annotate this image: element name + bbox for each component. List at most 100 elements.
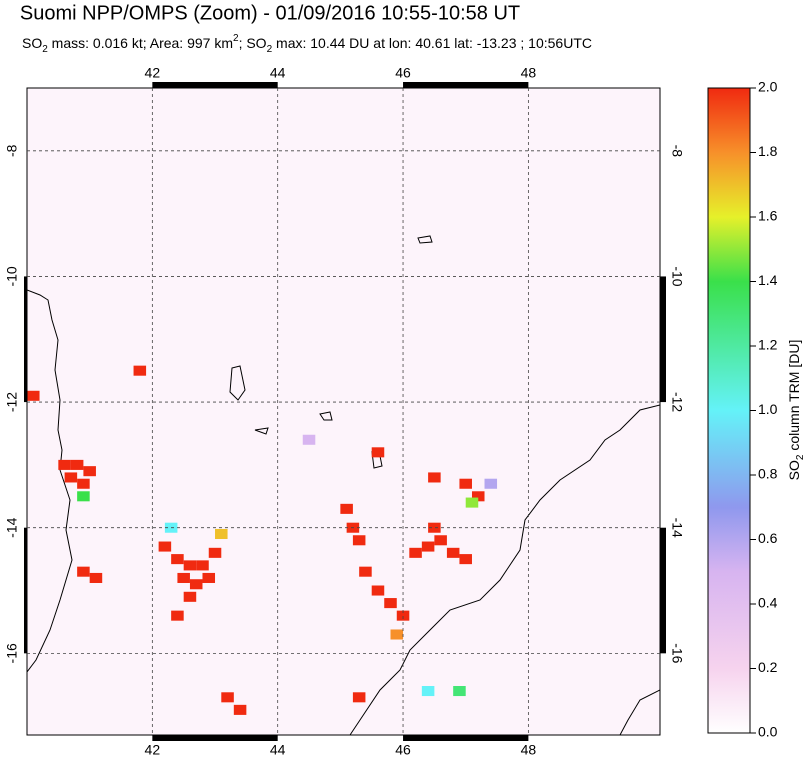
- y-tick-label: -16: [669, 643, 685, 663]
- text-part: 2: [233, 33, 239, 44]
- so2-pixel: [459, 478, 472, 489]
- x-tick-label: 42: [145, 65, 161, 81]
- x-tick-label: 44: [270, 65, 286, 81]
- so2-pixel: [133, 365, 147, 376]
- colorbar-tick-label: 0.2: [758, 659, 778, 675]
- x-tick-label: 48: [521, 742, 537, 758]
- x-tick-label: 42: [145, 742, 161, 758]
- so2-pixel: [421, 686, 435, 697]
- so2-pixel: [27, 390, 40, 401]
- colorbar-tick-label: 1.8: [758, 143, 778, 159]
- so2-pixel: [453, 686, 466, 697]
- so2-pixel: [77, 478, 90, 489]
- so2-pixel: [83, 466, 96, 477]
- frame-band: [152, 82, 278, 88]
- y-tick-label: -10: [4, 266, 20, 286]
- so2-pixel: [64, 472, 78, 483]
- text-part: ; SO: [239, 35, 267, 51]
- text-part: 2: [267, 44, 273, 55]
- map-background: [27, 88, 660, 735]
- colorbar-tick-label: 0.4: [758, 595, 778, 611]
- text-part: 2: [795, 454, 806, 460]
- colorbar-tick-label: 1.6: [758, 208, 778, 224]
- text-part: SO: [786, 460, 802, 480]
- so2-pixel: [189, 579, 203, 590]
- so2-pixel: [371, 447, 385, 458]
- frame-band: [152, 735, 278, 741]
- so2-pixel: [446, 547, 460, 558]
- frame-band: [24, 527, 27, 654]
- so2-pixel: [340, 503, 353, 514]
- colorbar-tick-label: 1.0: [758, 401, 778, 417]
- frame-band: [403, 735, 529, 741]
- so2-pixel: [359, 566, 372, 577]
- x-tick-label: 44: [270, 742, 286, 758]
- so2-pixel: [434, 535, 447, 546]
- so2-pixel: [58, 459, 71, 470]
- so2-pixel: [471, 491, 485, 502]
- text-part: SO: [22, 35, 42, 51]
- so2-pixel: [390, 629, 404, 640]
- so2-pixel: [421, 541, 435, 552]
- so2-pixel: [352, 535, 366, 546]
- so2-pixel: [158, 541, 172, 552]
- so2-pixel: [202, 572, 216, 583]
- so2-pixel: [396, 610, 410, 621]
- so2-pixel: [233, 704, 247, 715]
- colorbar-tick-label: 1.2: [758, 337, 778, 353]
- y-tick-label: -14: [669, 518, 685, 538]
- so2-pixel: [465, 497, 479, 508]
- so2-pixel: [302, 434, 316, 445]
- colorbar-tick-label: 0.0: [758, 724, 778, 740]
- frame-band: [660, 276, 666, 403]
- so2-pixel: [177, 572, 190, 583]
- frame-band: [660, 527, 666, 654]
- so2-pixel: [221, 692, 234, 703]
- so2-pixel: [183, 560, 197, 571]
- text-part: 2: [42, 44, 48, 55]
- frame-band: [24, 276, 27, 403]
- so2-pixel: [215, 528, 228, 540]
- map-frame: [26, 87, 661, 736]
- so2-pixel: [196, 560, 209, 571]
- so2-pixel: [428, 472, 441, 483]
- so2-pixel: [208, 547, 222, 558]
- y-tick-label: -8: [669, 145, 685, 158]
- text-part: column TRM [DU]: [786, 340, 802, 455]
- so2-pixel: [70, 459, 84, 470]
- y-tick-label: -16: [4, 643, 20, 663]
- frame-band: [403, 82, 529, 88]
- so2-pixel: [459, 554, 472, 565]
- colorbar-tick-label: 0.8: [758, 466, 778, 482]
- so2-pixel: [484, 478, 498, 489]
- so2-pixel: [371, 585, 385, 596]
- so2-pixel: [409, 547, 422, 558]
- x-tick-label: 46: [395, 742, 411, 758]
- so2-pixel: [183, 591, 197, 602]
- x-tick-label: 48: [521, 65, 537, 81]
- text-part: mass: 0.016 kt; Area: 997 km: [48, 35, 233, 51]
- x-tick-label: 46: [395, 65, 411, 81]
- colorbar-tick-label: 0.6: [758, 530, 778, 546]
- so2-pixel: [171, 610, 184, 621]
- so2-pixel: [171, 554, 184, 565]
- so2-pixel: [428, 522, 441, 533]
- so2-pixel: [77, 491, 90, 502]
- y-tick-label: -8: [4, 144, 20, 157]
- chart-subtitle: SO2 mass: 0.016 kt; Area: 997 km2; SO2 m…: [22, 33, 592, 55]
- so2-pixel: [89, 572, 103, 583]
- y-tick-label: -12: [669, 392, 685, 412]
- colorbar-label: SO2 column TRM [DU]: [786, 340, 806, 481]
- y-tick-label: -12: [4, 392, 20, 412]
- so2-pixel: [384, 598, 397, 609]
- chart-title: Suomi NPP/OMPS (Zoom) - 01/09/2016 10:55…: [20, 2, 520, 24]
- so2-pixel: [77, 566, 90, 577]
- colorbar-tick-label: 2.0: [758, 79, 778, 95]
- colorbar-tick-label: 1.4: [758, 272, 778, 288]
- colorbar: [707, 87, 751, 734]
- text-part: max: 10.44 DU at lon: 40.61 lat: -13.23 …: [272, 35, 592, 51]
- y-tick-label: -14: [4, 517, 20, 537]
- y-tick-label: -10: [669, 266, 685, 286]
- so2-pixel: [352, 692, 366, 703]
